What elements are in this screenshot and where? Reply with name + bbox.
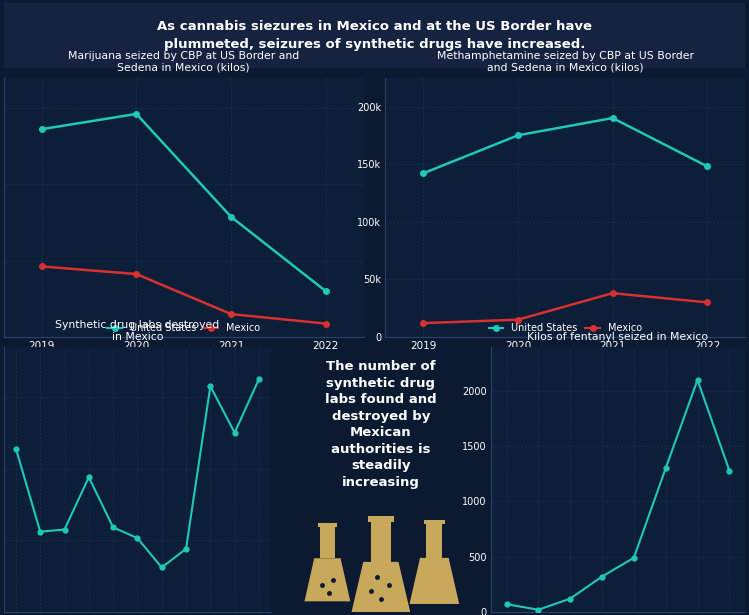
Title: Methamphetamine seized by CBP at US Border
and Sedena in Mexico (kilos): Methamphetamine seized by CBP at US Bord…	[437, 51, 694, 73]
Polygon shape	[318, 523, 337, 527]
Polygon shape	[369, 516, 393, 522]
Title: Marijuana seized by CBP at US Border and
Sedena in Mexico (kilos): Marijuana seized by CBP at US Border and…	[68, 51, 300, 73]
Title: Synthetic drug labs destroyed
in Mexico: Synthetic drug labs destroyed in Mexico	[55, 320, 219, 342]
Legend: United States, Mexico: United States, Mexico	[103, 320, 264, 337]
Legend: United States, Mexico: United States, Mexico	[485, 320, 646, 337]
Polygon shape	[424, 520, 445, 525]
Polygon shape	[371, 522, 391, 562]
Text: The number of
synthetic drug
labs found and
destroyed by
Mexican
authorities is
: The number of synthetic drug labs found …	[325, 360, 437, 488]
Polygon shape	[351, 562, 411, 615]
Title: Kilos of fentanyl seized in Mexico: Kilos of fentanyl seized in Mexico	[527, 332, 709, 342]
Polygon shape	[410, 558, 459, 604]
Polygon shape	[426, 525, 443, 558]
Text: As cannabis siezures in Mexico and at the US Border have
plummeted, seizures of : As cannabis siezures in Mexico and at th…	[157, 20, 592, 51]
Polygon shape	[320, 527, 335, 558]
FancyBboxPatch shape	[4, 3, 745, 68]
Polygon shape	[305, 558, 351, 601]
